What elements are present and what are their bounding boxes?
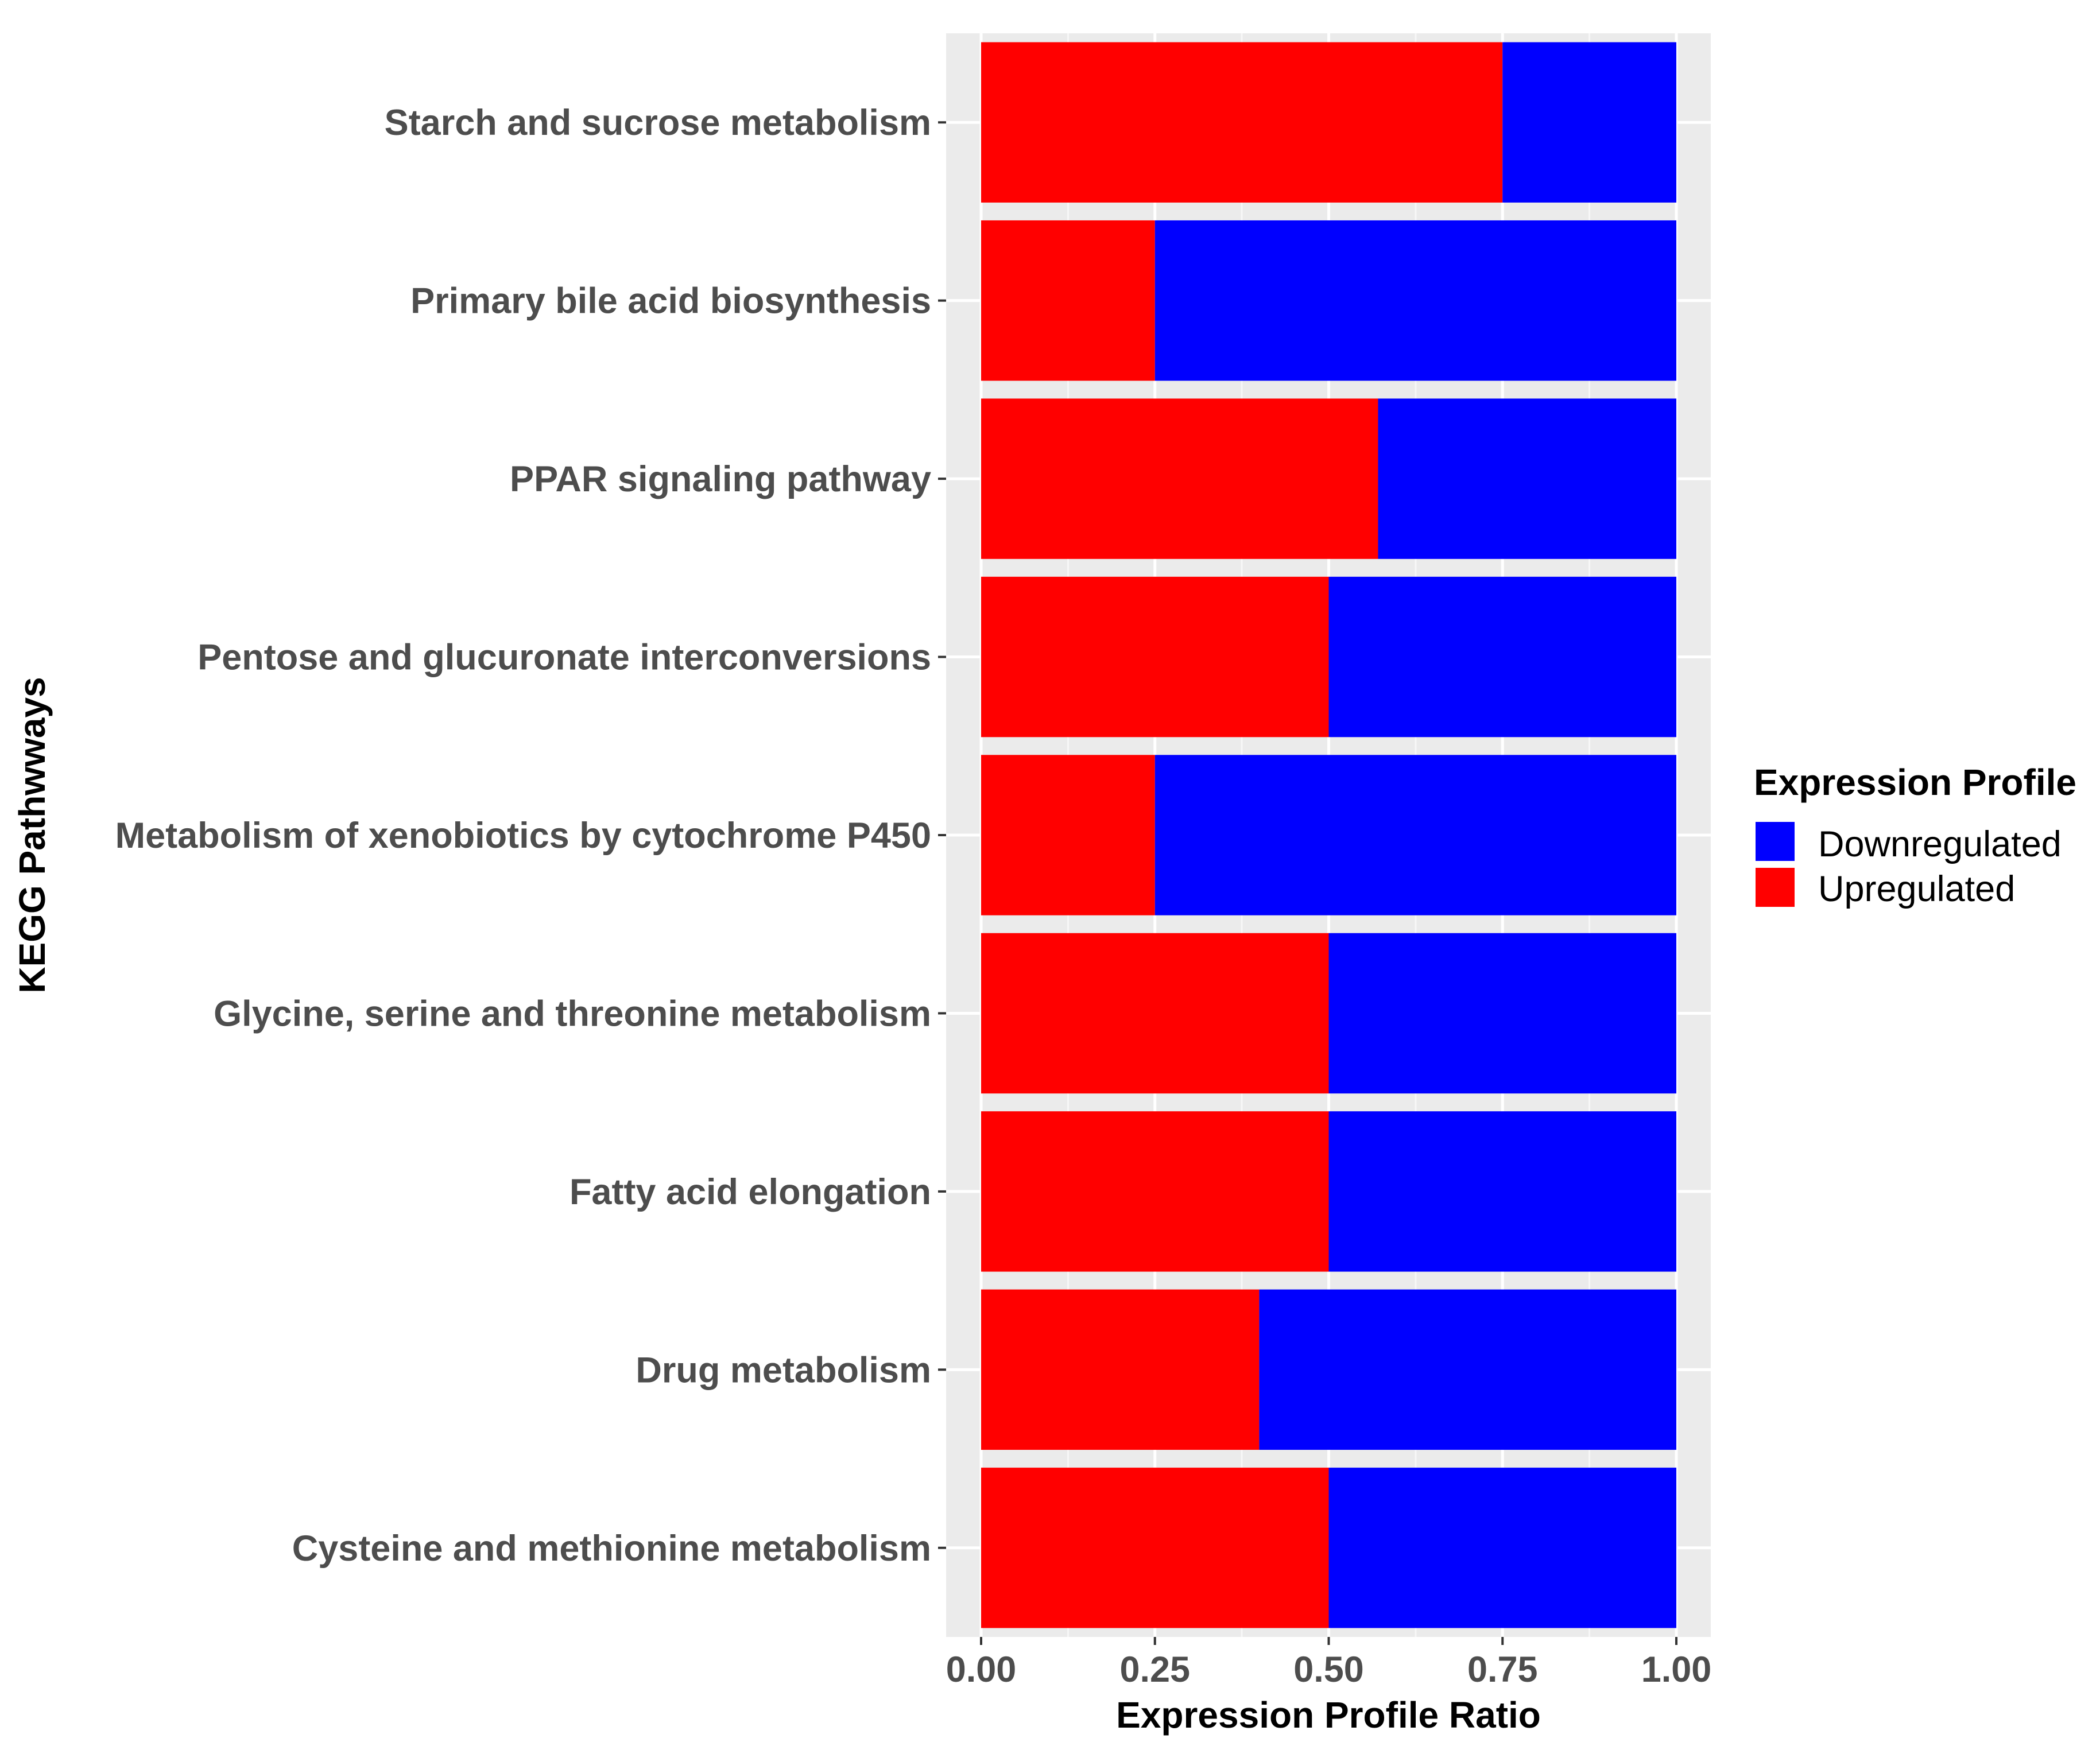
bar-upregulated (981, 933, 1329, 1094)
x-tick-label: 0.00 (946, 1650, 1017, 1690)
bar-downregulated (1502, 42, 1676, 203)
bar-upregulated (981, 1111, 1329, 1272)
x-tick-label: 1.00 (1641, 1650, 1712, 1690)
bar-downregulated (1259, 1289, 1676, 1450)
y-tick-label: Fatty acid elongation (569, 1172, 931, 1212)
bar-upregulated (981, 220, 1155, 381)
y-tick-label: Drug metabolism (636, 1350, 931, 1390)
bar-downregulated (1328, 1468, 1676, 1628)
legend: Expression Profile Downregulated Upregul… (1754, 762, 2076, 909)
y-tick-label: Starch and sucrose metabolism (385, 103, 931, 143)
bar-downregulated (1328, 576, 1676, 738)
bar-upregulated (981, 1289, 1260, 1450)
bar-upregulated (981, 1468, 1329, 1628)
legend-title: Expression Profile (1754, 762, 2076, 803)
x-tick-label: 0.25 (1119, 1650, 1190, 1690)
legend-swatch-downregulated (1756, 822, 1795, 861)
y-tick-label: Primary bile acid biosynthesis (410, 281, 931, 321)
bars (981, 42, 1676, 1628)
legend-swatch-upregulated (1756, 868, 1795, 907)
y-tick-label: Glycine, serine and threonine metabolism (214, 994, 931, 1034)
y-tick-label: Metabolism of xenobiotics by cytochrome … (115, 816, 931, 856)
y-axis-title: KEGG Pathwways (11, 677, 53, 993)
bar-upregulated (981, 576, 1329, 738)
y-axis-ticks: Starch and sucrose metabolism Primary bil… (115, 103, 946, 1569)
bar-upregulated (981, 755, 1155, 915)
x-axis-ticks: 0.00 0.25 0.50 0.75 1.00 (946, 1637, 1712, 1690)
bar-downregulated (1328, 933, 1676, 1094)
x-tick-label: 0.75 (1467, 1650, 1538, 1690)
bar-upregulated (981, 42, 1503, 203)
bar-downregulated (1328, 1111, 1676, 1272)
bar-downregulated (1154, 220, 1676, 381)
x-tick-label: 0.50 (1293, 1650, 1364, 1690)
bar-downregulated (1378, 398, 1676, 559)
y-tick-label: Cysteine and methionine metabolism (292, 1528, 931, 1569)
y-tick-label: Pentose and glucuronate interconversions (197, 638, 931, 678)
y-tick-label: PPAR signaling pathway (510, 459, 931, 499)
bar-downregulated (1154, 755, 1676, 915)
legend-label-downregulated: Downregulated (1818, 824, 2062, 864)
x-axis-title: Expression Profile Ratio (1116, 1694, 1541, 1736)
bar-upregulated (981, 398, 1378, 559)
legend-label-upregulated: Upregulated (1818, 869, 2015, 909)
